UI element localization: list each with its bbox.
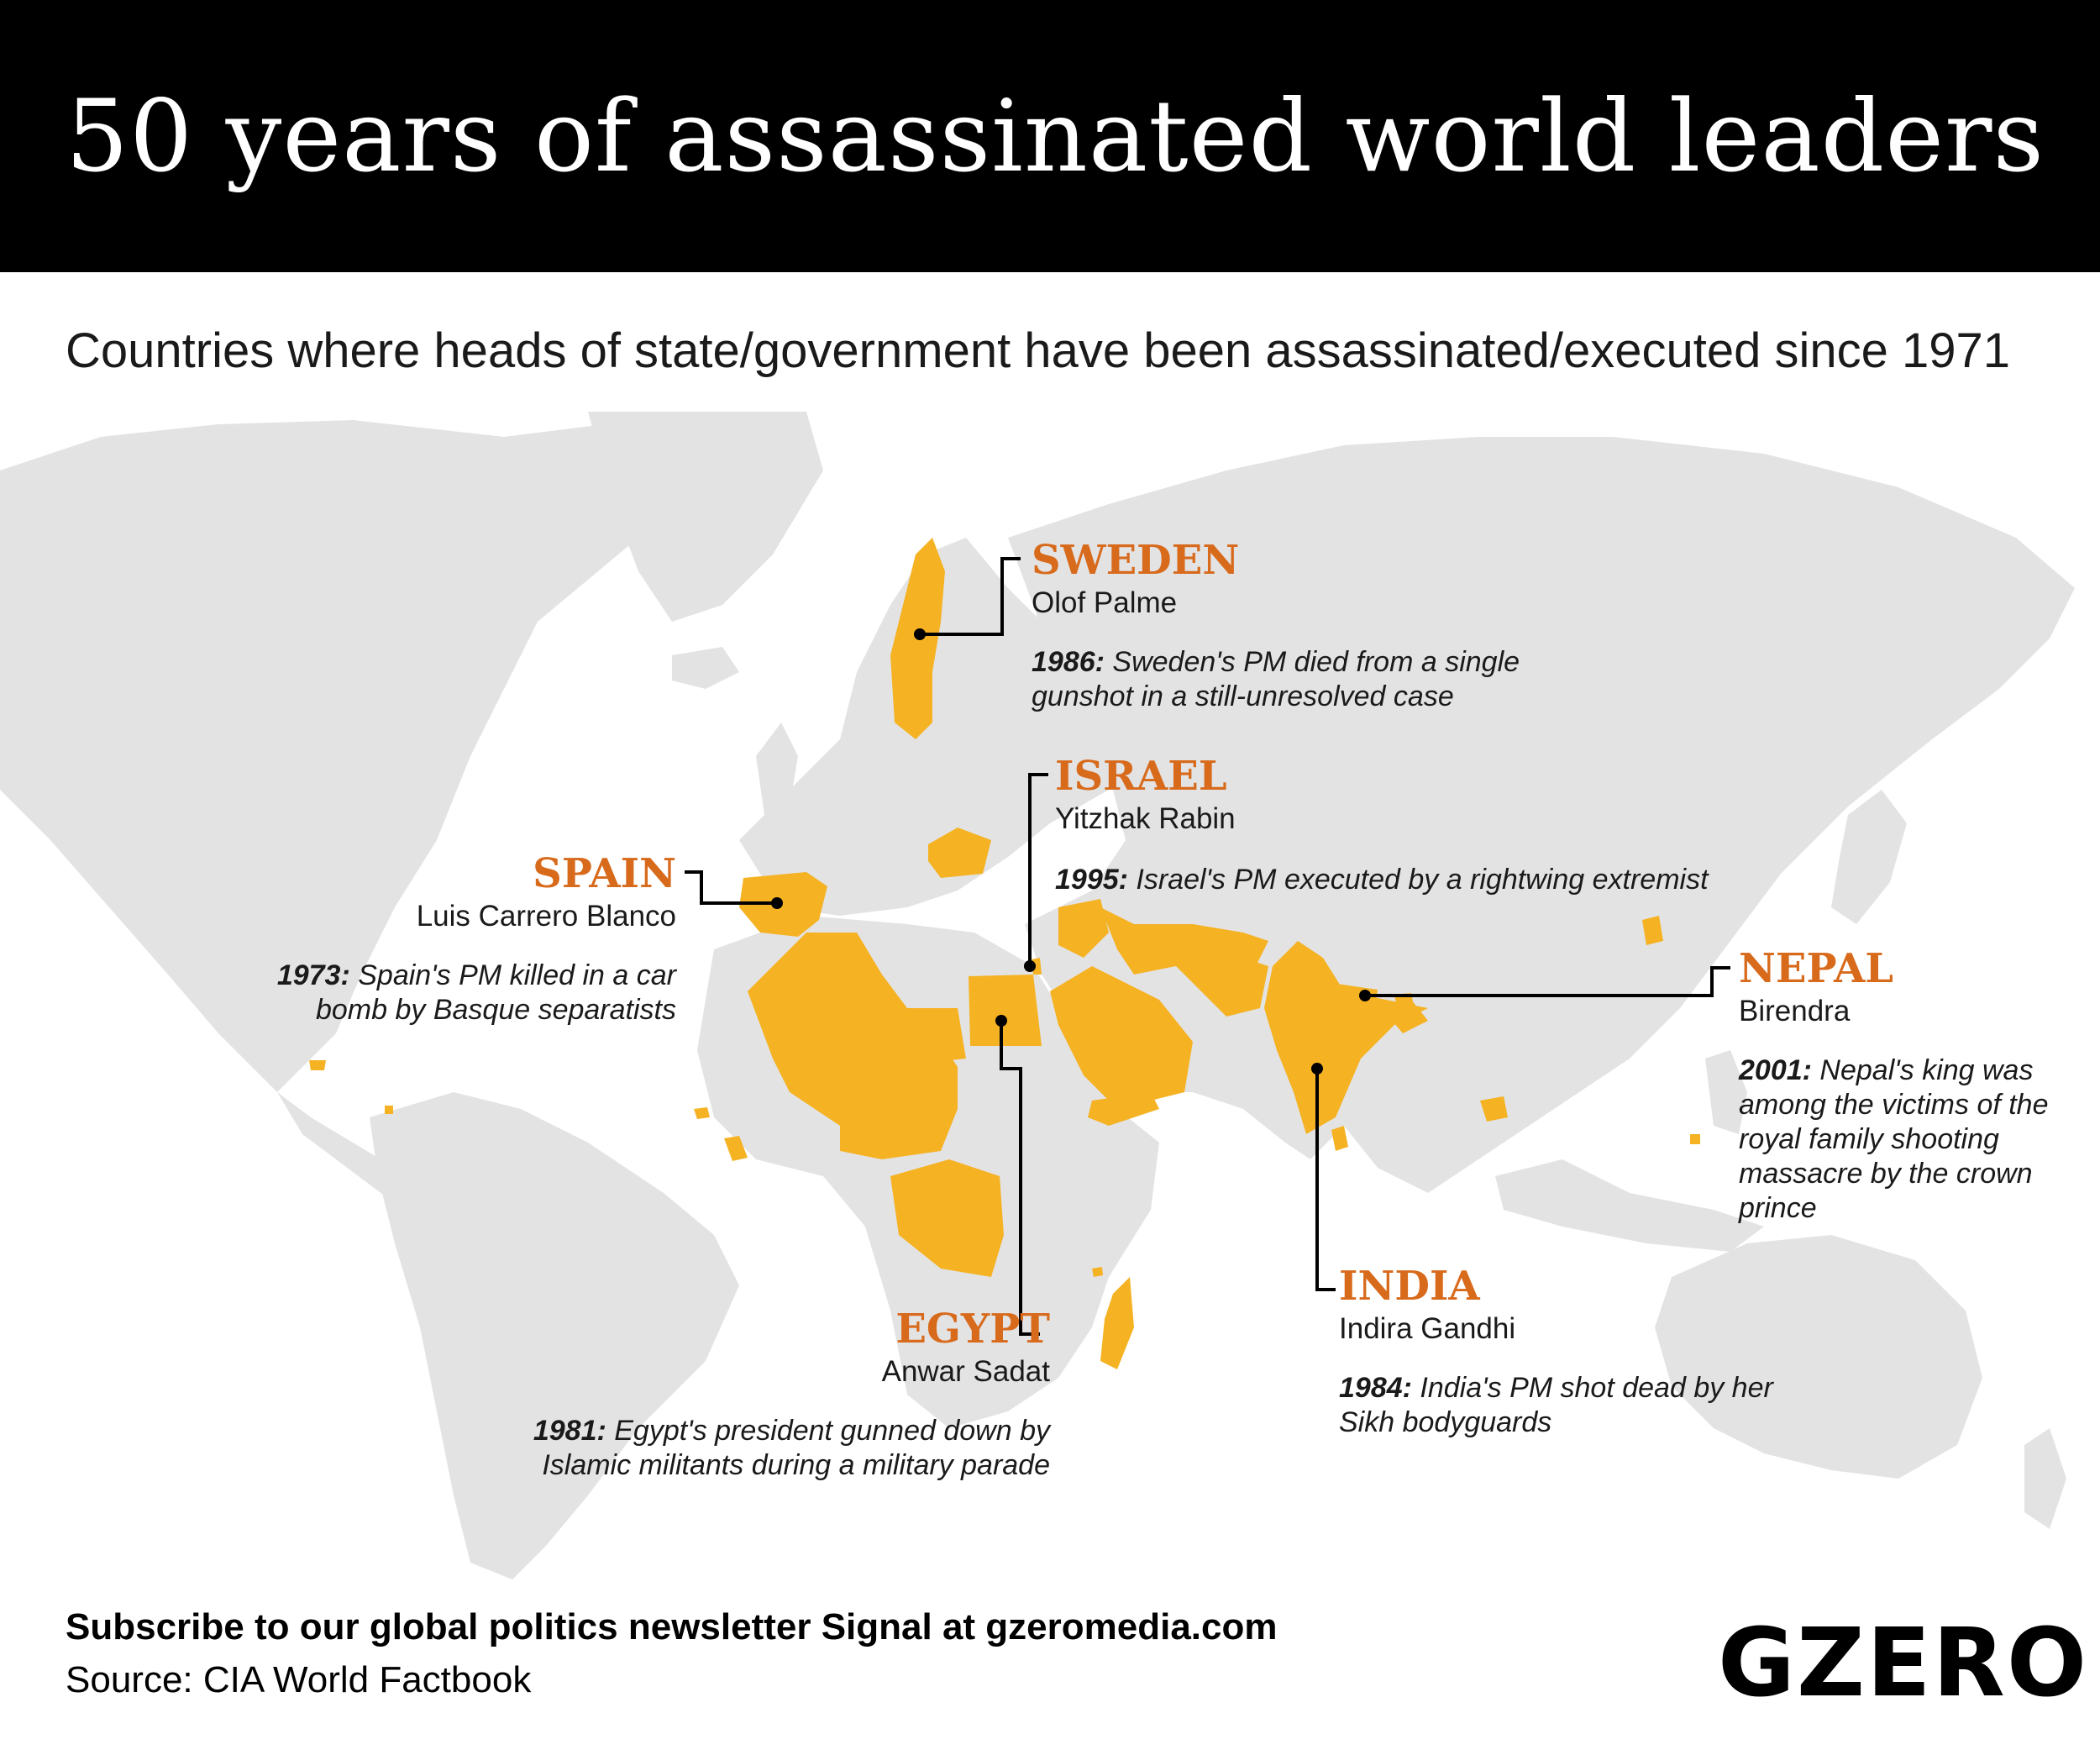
drc-shape bbox=[890, 1159, 1004, 1277]
south-america-landmass bbox=[370, 1092, 739, 1579]
event-description: 1984: India's PM shot dead by her Sikh b… bbox=[1339, 1371, 1776, 1440]
spain-leader-line bbox=[685, 870, 777, 905]
leader-name: Birendra bbox=[1739, 995, 1851, 1027]
chad-sudan-shape bbox=[840, 1042, 958, 1159]
israel-leader-line bbox=[1028, 773, 1048, 966]
event-text: Sweden's PM died from a single gunshot i… bbox=[1032, 646, 1520, 712]
madagascar-shape bbox=[1100, 1277, 1134, 1369]
sweden-dot bbox=[914, 628, 926, 640]
event-description: 1981: Egypt's president gunned down by I… bbox=[470, 1414, 1050, 1483]
event-year: 1995: bbox=[1055, 864, 1128, 896]
event-text: Nepal's king was among the victims of th… bbox=[1739, 1054, 2049, 1224]
sierra-leone-shape bbox=[694, 1107, 710, 1119]
spain-dot bbox=[771, 897, 783, 909]
event-text: Spain's PM killed in a car bomb by Basqu… bbox=[315, 959, 676, 1026]
north-america-landmass bbox=[0, 420, 706, 1092]
algeria-libya-niger-shape bbox=[748, 933, 966, 1126]
callout-nepal: NEPAL Birendra 2001: Nepal's king was am… bbox=[1739, 944, 2075, 1226]
egypt-dot bbox=[995, 1015, 1007, 1027]
uk-landmass bbox=[756, 722, 798, 815]
event-description: 1995: Israel's PM executed by a rightwin… bbox=[1055, 863, 1811, 897]
haiti-shape bbox=[309, 1060, 326, 1070]
saudi-arabia-shape bbox=[1050, 966, 1193, 1109]
egypt-leader-line bbox=[1000, 1021, 1040, 1336]
event-text: India's PM shot dead by her Sikh bodygua… bbox=[1339, 1372, 1773, 1438]
leader-name: Luis Carrero Blanco bbox=[416, 900, 676, 933]
india-leader-line bbox=[1315, 1069, 1336, 1291]
spain-shape bbox=[739, 872, 827, 937]
japan-landmass bbox=[1831, 790, 1907, 924]
leader-lines bbox=[685, 557, 1730, 1336]
callout-egypt: EGYPT Anwar Sadat 1981: Egypt's presiden… bbox=[470, 1305, 1050, 1483]
israel-dot bbox=[1024, 960, 1036, 972]
indonesia-landmass bbox=[1495, 1159, 1764, 1252]
leader-dots bbox=[771, 628, 1371, 1075]
event-description: 1973: Spain's PM killed in a car bomb by… bbox=[252, 959, 676, 1027]
sri-lanka-shape bbox=[1331, 1126, 1348, 1151]
nepal-dot bbox=[1359, 990, 1371, 1001]
new-zealand-landmass bbox=[2024, 1428, 2066, 1529]
palau-dot bbox=[1690, 1134, 1700, 1144]
highlighted-countries bbox=[309, 538, 1700, 1369]
callout-spain: SPAIN Luis Carrero Blanco 1973: Spain's … bbox=[252, 849, 676, 1027]
country-label: NEPAL bbox=[1739, 945, 1894, 992]
australia-landmass bbox=[1655, 1235, 1982, 1479]
romania-shape bbox=[928, 828, 991, 878]
event-year: 1984: bbox=[1339, 1372, 1412, 1404]
header-bar: 50 years of assassinated world leaders bbox=[0, 0, 2100, 272]
liberia-shape bbox=[724, 1136, 748, 1161]
grenada-dot bbox=[385, 1106, 393, 1114]
nepal-leader-line bbox=[1365, 966, 1730, 997]
country-label: INDIA bbox=[1339, 1263, 1480, 1310]
newsletter-cta: Subscribe to our global politics newslet… bbox=[66, 1606, 1278, 1647]
india-shape bbox=[1264, 941, 1428, 1134]
event-year: 2001: bbox=[1739, 1054, 1812, 1086]
country-label: SWEDEN bbox=[1032, 537, 1240, 584]
callout-israel: ISRAEL Yitzhak Rabin 1995: Israel's PM e… bbox=[1055, 752, 1811, 897]
yemen-shape bbox=[1088, 1092, 1159, 1126]
country-label: EGYPT bbox=[895, 1306, 1050, 1353]
leader-name: Olof Palme bbox=[1032, 586, 1178, 619]
event-text: Israel's PM executed by a rightwing extr… bbox=[1127, 864, 1709, 896]
israel-shape bbox=[1032, 958, 1042, 975]
south-korea-shape bbox=[1642, 916, 1663, 945]
leader-name: Indira Gandhi bbox=[1339, 1312, 1516, 1345]
philippines-landmass bbox=[1705, 1050, 1747, 1134]
leader-name: Yitzhak Rabin bbox=[1055, 802, 1236, 835]
event-year: 1986: bbox=[1032, 646, 1105, 678]
iraq-shape bbox=[1058, 899, 1109, 958]
event-year: 1981: bbox=[533, 1415, 606, 1447]
gzero-logo: GZERO bbox=[1718, 1609, 2089, 1718]
event-year: 1973: bbox=[276, 959, 350, 991]
iceland-landmass bbox=[672, 647, 739, 689]
bangladesh-shape bbox=[1382, 1000, 1428, 1033]
leader-name: Anwar Sadat bbox=[881, 1355, 1050, 1388]
pakistan-shape bbox=[1210, 958, 1268, 1017]
country-label: SPAIN bbox=[533, 850, 676, 897]
greenland-landmass bbox=[588, 412, 823, 622]
source-note: Source: CIA World Factbook bbox=[66, 1659, 532, 1700]
india-dot bbox=[1311, 1063, 1323, 1075]
comoros-shape bbox=[1092, 1267, 1103, 1277]
event-description: 1986: Sweden's PM died from a single gun… bbox=[1032, 645, 1569, 714]
event-description: 2001: Nepal's king was among the victims… bbox=[1739, 1054, 2075, 1226]
page-title: 50 years of assassinated world leaders bbox=[66, 78, 2045, 194]
subtitle: Countries where heads of state/governmen… bbox=[66, 323, 2011, 378]
egypt-shape bbox=[969, 975, 1042, 1046]
callout-india: INDIA Indira Gandhi 1984: India's PM sho… bbox=[1339, 1262, 1776, 1440]
callout-sweden: SWEDEN Olof Palme 1986: Sweden's PM died… bbox=[1032, 536, 1569, 714]
event-text: Egypt's president gunned down by Islamic… bbox=[542, 1415, 1050, 1481]
cambodia-shape bbox=[1480, 1096, 1508, 1122]
sweden-leader-line bbox=[920, 557, 1021, 636]
world-map bbox=[0, 412, 2075, 1579]
country-label: ISRAEL bbox=[1055, 753, 1227, 800]
